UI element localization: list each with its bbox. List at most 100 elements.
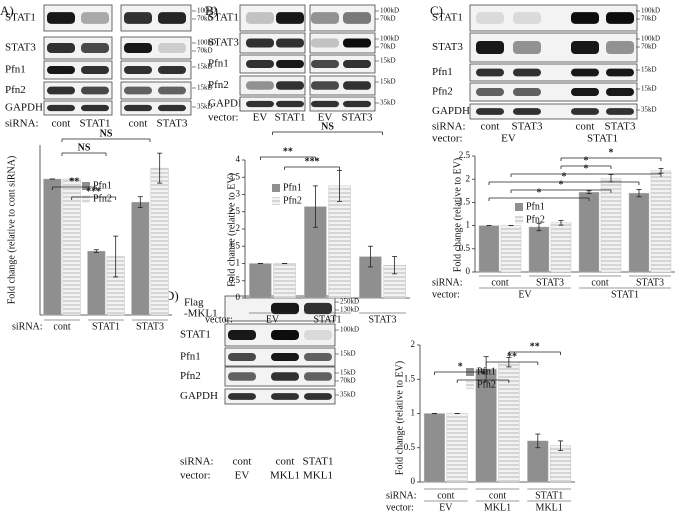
legend-label: Pfn2: [283, 195, 302, 206]
lane-label: cont: [129, 118, 148, 130]
mw-marker: 70kD: [197, 15, 213, 23]
mw-marker: 70kD: [197, 47, 213, 55]
bar: [423, 413, 445, 483]
lane-label: STAT1: [80, 118, 111, 130]
blot-band: [311, 100, 339, 108]
bar: [131, 201, 150, 316]
blot-band: [81, 86, 109, 95]
x-row-label: siRNA:: [12, 321, 43, 332]
y-tick-label: 3: [236, 189, 241, 199]
protein-label: Pfn1: [208, 58, 229, 70]
blot-box: [120, 60, 192, 80]
y-axis-label: Fold change (relative to cont siRNA): [6, 156, 17, 305]
error-bar: [558, 220, 564, 226]
significance-label: **: [530, 341, 540, 352]
mw-marker: 15kD: [197, 84, 213, 92]
mw-marker: 35kD: [380, 99, 396, 107]
lane-label: STAT1: [303, 456, 334, 468]
significance-label: *: [609, 147, 614, 158]
blot-band: [343, 100, 371, 108]
y-axis-label: Fold change (relative to EV): [394, 361, 405, 475]
significance-label: *: [584, 163, 589, 174]
error-bar: [113, 235, 119, 278]
x-tick-label: STAT3: [636, 277, 664, 288]
y-tick-label: 0.5: [459, 243, 471, 253]
lane-label: STAT3: [342, 112, 373, 124]
blot-box: [469, 82, 638, 102]
blot-band: [571, 12, 599, 24]
error-bar: [483, 356, 489, 382]
x-tick-label: STAT3: [136, 321, 164, 332]
lane-label: cont: [481, 121, 500, 133]
mw-marker: 70kD: [380, 43, 396, 51]
lane-row-label: vector:: [180, 470, 211, 482]
x-tick-label: EV: [266, 314, 280, 325]
bar: [500, 225, 522, 273]
bar: [578, 191, 600, 273]
blot-band: [246, 100, 274, 108]
blot-band: [81, 12, 109, 24]
blot-band: [276, 12, 304, 24]
error-bar: [337, 169, 343, 202]
mw-marker: 15kD: [641, 66, 657, 74]
mw-marker: 70kD: [641, 43, 657, 51]
blot-band: [271, 330, 299, 340]
protein-label: Pfn2: [180, 370, 201, 382]
blot-band: [271, 302, 299, 315]
x-row-label: vector:: [205, 314, 233, 325]
blot-box: [309, 54, 376, 74]
y-tick-label: 0: [466, 266, 471, 276]
legend-label: Pfn2: [477, 379, 496, 390]
y-tick-label: 2.5: [459, 150, 471, 160]
blot-band: [476, 108, 504, 115]
blot-band: [304, 352, 332, 362]
y-tick-label: 1.5: [229, 240, 241, 250]
mw-marker: 100kD: [641, 7, 660, 15]
lane-row-label: siRNA:: [432, 121, 466, 133]
protein-label: -MKL1: [184, 308, 218, 320]
x-row-label: siRNA:: [432, 277, 463, 288]
legend-swatch: [272, 197, 280, 205]
significance-label: *: [562, 171, 567, 182]
x-tick-label: cont: [491, 277, 508, 288]
blot-band: [246, 38, 274, 48]
blot-box: [43, 60, 113, 80]
x-tick-label: STAT1: [92, 321, 120, 332]
blot-band: [47, 104, 75, 112]
mw-marker: 35kD: [197, 103, 213, 111]
legend-swatch: [82, 182, 90, 190]
bar: [650, 170, 672, 273]
bar: [550, 222, 572, 273]
protein-label: STAT1: [180, 329, 211, 341]
blot-band: [571, 68, 599, 77]
protein-label: GAPDH: [432, 105, 470, 117]
error-bar: [312, 185, 318, 228]
blot-box: [309, 75, 376, 96]
blot-band: [124, 86, 152, 95]
blot-band: [246, 12, 274, 24]
blot-band: [81, 104, 109, 112]
legend-label: Pfn1: [93, 180, 112, 191]
bar: [249, 263, 272, 299]
blot-band: [304, 372, 332, 381]
blot-band: [571, 87, 599, 97]
y-tick-label: 0: [236, 292, 241, 302]
significance-label: NS: [100, 128, 113, 139]
mw-marker: 15kD: [380, 78, 396, 86]
blot-band: [228, 393, 256, 400]
mw-marker: 100kD: [197, 7, 216, 15]
lane-label: STAT1: [275, 112, 306, 124]
error-bar: [586, 190, 592, 194]
blot-band: [158, 12, 186, 24]
x-tick-label: cont: [489, 490, 506, 501]
legend-label: Pfn2: [93, 193, 112, 204]
blot-band: [606, 108, 634, 115]
blot-box: [120, 100, 192, 116]
x-tick-label: MKL1: [536, 502, 563, 513]
y-tick-label: 0.5: [229, 275, 241, 285]
mw-marker: 100kD: [641, 35, 660, 43]
x-tick-label: cont: [53, 321, 70, 332]
lane-label: cont: [52, 118, 71, 130]
bar: [87, 250, 106, 316]
blot-band: [513, 108, 541, 115]
